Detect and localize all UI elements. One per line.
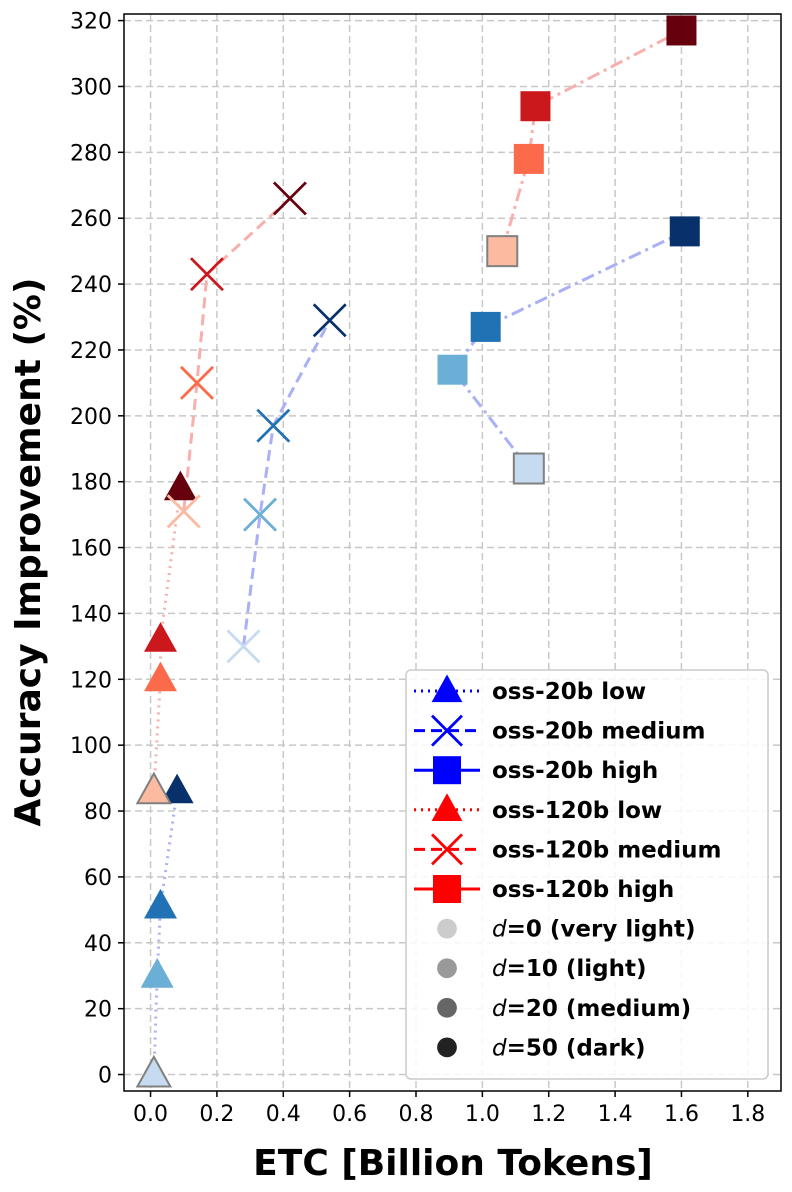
x-tick-label: 0.6 bbox=[332, 1102, 367, 1127]
y-tick-label: 100 bbox=[70, 734, 112, 759]
data-point bbox=[437, 354, 468, 385]
legend-marker bbox=[437, 1037, 457, 1058]
legend-marker bbox=[431, 714, 463, 747]
series-line bbox=[152, 791, 179, 1075]
legend-label-variable: d bbox=[492, 1035, 507, 1061]
legend-marker bbox=[437, 997, 457, 1018]
data-point bbox=[163, 470, 197, 501]
data-points bbox=[135, 15, 700, 1088]
data-point bbox=[180, 365, 214, 400]
legend-label: oss-20b medium bbox=[492, 719, 705, 745]
legend-marker bbox=[431, 674, 463, 703]
series-line bbox=[182, 197, 291, 512]
axis-ticks: 0.0 0.2 0.4 0.6 0.8 1.0 1.2 1.4 1.6 1.8 0 20 40 60 80 1… bbox=[70, 10, 765, 1127]
data-point bbox=[135, 771, 173, 805]
y-tick-label: 200 bbox=[70, 405, 112, 430]
legend-marker bbox=[431, 833, 463, 866]
data-point bbox=[520, 91, 551, 122]
data-point bbox=[144, 661, 177, 692]
legend: oss-20b low oss-20b medium oss-20b high oss… bbox=[405, 669, 769, 1080]
legend-label: oss-120b medium bbox=[492, 837, 721, 863]
y-tick-label: 260 bbox=[70, 207, 112, 232]
y-tick-label: 180 bbox=[70, 471, 112, 496]
data-point bbox=[160, 773, 194, 804]
legend-label: oss-120b low bbox=[492, 798, 662, 824]
data-point bbox=[513, 143, 544, 174]
data-point bbox=[512, 452, 545, 485]
series-line bbox=[500, 29, 683, 252]
y-tick-label: 220 bbox=[70, 339, 112, 364]
legend-marker bbox=[433, 756, 461, 785]
legend-label-variable: d bbox=[492, 956, 507, 982]
y-tick-label: 280 bbox=[70, 141, 112, 166]
data-point bbox=[144, 888, 177, 919]
data-point bbox=[166, 494, 201, 529]
y-tick-label: 120 bbox=[70, 668, 112, 693]
x-tick-label: 0.2 bbox=[199, 1102, 234, 1127]
legend-label-text: =50 (dark) bbox=[507, 1035, 646, 1061]
y-tick-label: 240 bbox=[70, 273, 112, 298]
x-tick-label: 0.0 bbox=[133, 1102, 168, 1127]
plot-frame bbox=[123, 13, 782, 1092]
legend-marker bbox=[437, 918, 457, 939]
y-tick-label: 160 bbox=[70, 537, 112, 562]
y-tick-label: 320 bbox=[70, 10, 112, 35]
y-tick-label: 300 bbox=[70, 75, 112, 100]
data-point bbox=[135, 1054, 173, 1088]
series-line bbox=[241, 319, 332, 647]
data-point bbox=[486, 235, 519, 268]
x-axis-title: ETC [Billion Tokens] bbox=[253, 1143, 653, 1184]
x-tick-label: 1.6 bbox=[664, 1102, 699, 1127]
x-tick-label: 1.2 bbox=[531, 1102, 566, 1127]
legend-label-variable: d bbox=[492, 917, 507, 943]
data-point bbox=[140, 958, 174, 988]
legend-marker bbox=[433, 875, 461, 903]
y-tick-label: 140 bbox=[70, 602, 112, 627]
legend-label: oss-20b low bbox=[492, 679, 646, 705]
data-point bbox=[226, 629, 261, 664]
y-tick-label: 60 bbox=[84, 866, 112, 891]
y-axis-title: Accuracy Improvement (%) bbox=[8, 278, 49, 827]
data-point bbox=[272, 181, 307, 216]
legend-label: d=20 (medium) bbox=[492, 996, 691, 1022]
legend-label-variable: d bbox=[492, 996, 507, 1022]
y-tick-label: 80 bbox=[84, 800, 112, 825]
series-line bbox=[152, 488, 182, 792]
x-tick-label: 1.4 bbox=[598, 1102, 633, 1127]
x-tick-label: 0.8 bbox=[399, 1102, 434, 1127]
legend-frame bbox=[405, 669, 769, 1080]
data-point bbox=[256, 408, 291, 443]
y-tick-label: 0 bbox=[98, 1064, 112, 1089]
series-lines bbox=[152, 29, 686, 1075]
legend-label-text: =20 (medium) bbox=[507, 996, 692, 1022]
legend-label: d=10 (light) bbox=[492, 956, 647, 982]
legend-label: d=0 (very light) bbox=[492, 917, 695, 943]
data-point bbox=[669, 216, 700, 247]
y-tick-label: 40 bbox=[84, 932, 112, 957]
data-point bbox=[666, 15, 697, 46]
legend-marker bbox=[437, 958, 457, 979]
series-line bbox=[450, 230, 686, 470]
y-tick-label: 20 bbox=[84, 998, 112, 1023]
legend-label: oss-20b high bbox=[492, 758, 658, 784]
data-point bbox=[312, 303, 347, 338]
data-point bbox=[189, 257, 224, 292]
legend-label-text: =0 (very light) bbox=[507, 917, 696, 943]
x-tick-label: 1.0 bbox=[465, 1102, 500, 1127]
x-tick-label: 1.8 bbox=[730, 1102, 765, 1127]
legend-label: oss-120b high bbox=[492, 877, 674, 903]
legend-label: d=50 (dark) bbox=[492, 1035, 646, 1061]
data-point bbox=[243, 497, 278, 532]
legend-label-text: =10 (light) bbox=[507, 956, 647, 982]
data-point bbox=[144, 622, 177, 652]
data-point bbox=[470, 311, 501, 342]
legend-marker bbox=[431, 793, 463, 821]
x-tick-label: 0.4 bbox=[266, 1102, 301, 1127]
